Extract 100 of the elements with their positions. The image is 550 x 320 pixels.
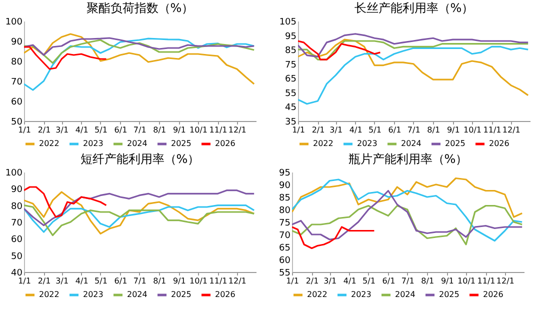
line-series: [292, 178, 523, 242]
x-tick-label: 9/1: [440, 276, 454, 286]
x-tick-label: 7/1: [133, 126, 146, 134]
x-tick-label: 11/1: [483, 126, 502, 134]
x-tick-label: 1/1: [286, 276, 299, 286]
line-series: [298, 38, 529, 96]
x-tick-label: 10/1: [190, 126, 208, 134]
line-series: [298, 40, 529, 60]
y-tick-label: 65: [279, 244, 290, 254]
x-tick-label: 3/1: [56, 276, 69, 286]
x-tick-label: 6/1: [388, 126, 402, 134]
legend-label: 2022: [313, 139, 334, 148]
y-tick-label: 70: [11, 78, 23, 88]
legend-label: 2022: [307, 290, 328, 299]
x-tick-label: 4/1: [349, 126, 362, 134]
x-tick-label: 12/1: [502, 126, 520, 134]
x-tick-label: 8/1: [427, 126, 440, 134]
line-series: [24, 38, 255, 91]
y-tick-label: 90: [279, 181, 291, 191]
line-series: [298, 40, 382, 60]
y-tick-label: 80: [279, 206, 291, 216]
y-tick-label: 40: [11, 268, 23, 278]
chart-title: 聚酯负荷指数（%）: [86, 1, 194, 15]
y-tick-label: 85: [279, 194, 290, 204]
chart-title: 短纤产能利用率（%）: [80, 152, 200, 166]
line-series: [292, 177, 523, 218]
x-tick-label: 2/1: [306, 276, 319, 286]
x-tick-label: 11/1: [209, 276, 228, 286]
y-tick-label: 80: [11, 58, 23, 68]
line-series: [292, 226, 376, 250]
x-tick-label: 8/1: [153, 276, 166, 286]
y-tick-label: 50: [11, 118, 23, 128]
y-tick-label: 55: [279, 268, 290, 278]
x-tick-label: 5/1: [94, 126, 108, 134]
x-tick-label: 6/1: [382, 276, 396, 286]
y-tick-label: 60: [11, 98, 23, 108]
y-tick-label: 70: [279, 231, 291, 241]
x-tick-label: 5/1: [362, 276, 376, 286]
legend-label: 2025: [445, 139, 466, 148]
x-tick-label: 11/1: [209, 126, 228, 134]
line-series: [292, 204, 523, 246]
legend-label: 2026: [489, 139, 510, 148]
chart-title: 长丝产能利用率（%）: [354, 1, 474, 15]
y-tick-label: 95: [285, 32, 296, 42]
legend-label: 2023: [357, 139, 378, 148]
line-series: [24, 186, 108, 218]
y-tick-label: 105: [279, 18, 296, 28]
x-tick-label: 7/1: [133, 276, 146, 286]
x-tick-label: 1/1: [18, 276, 31, 286]
y-tick-label: 90: [11, 185, 23, 196]
x-tick-label: 3/1: [330, 126, 343, 134]
legend-label: 2025: [171, 139, 192, 148]
y-tick-label: 100: [5, 18, 23, 28]
y-tick-label: 95: [279, 168, 290, 178]
x-tick-label: 9/1: [172, 276, 186, 286]
legend-label: 2024: [401, 139, 422, 148]
legend-label: 2026: [215, 290, 236, 299]
legend-label: 2025: [439, 290, 460, 299]
x-tick-label: 4/1: [343, 276, 356, 286]
x-tick-label: 12/1: [228, 126, 246, 134]
legend-label: 2024: [127, 139, 148, 148]
x-tick-label: 11/1: [477, 276, 496, 286]
x-tick-label: 8/1: [421, 276, 434, 286]
legend-label: 2026: [483, 290, 504, 299]
line-series: [24, 191, 255, 234]
x-tick-label: 9/1: [172, 126, 186, 134]
line-series: [24, 39, 255, 64]
x-tick-label: 7/1: [401, 276, 414, 286]
x-tick-label: 1/1: [292, 126, 305, 134]
legend-label: 2022: [39, 139, 60, 148]
x-tick-label: 2/1: [312, 126, 325, 134]
legend-label: 2026: [215, 139, 236, 148]
x-tick-label: 3/1: [324, 276, 337, 286]
line-series: [298, 46, 529, 105]
y-tick-label: 85: [285, 46, 296, 56]
x-tick-label: 2/1: [38, 126, 51, 134]
y-tick-label: 60: [11, 235, 23, 246]
y-tick-label: 75: [279, 218, 290, 228]
line-series: [298, 33, 529, 58]
legend-label: 2024: [127, 290, 148, 299]
x-tick-label: 5/1: [368, 126, 382, 134]
x-tick-label: 8/1: [153, 126, 166, 134]
x-tick-label: 3/1: [56, 126, 69, 134]
line-series: [24, 190, 255, 226]
y-tick-label: 70: [11, 218, 23, 228]
y-tick-label: 45: [285, 103, 296, 114]
y-tick-label: 50: [11, 252, 23, 262]
x-tick-label: 4/1: [75, 126, 88, 134]
legend-label: 2023: [83, 139, 104, 148]
x-tick-label: 7/1: [407, 126, 420, 134]
x-tick-label: 9/1: [446, 126, 460, 134]
y-tick-label: 35: [285, 118, 296, 128]
y-tick-label: 60: [279, 256, 291, 266]
x-tick-label: 10/1: [464, 126, 482, 134]
x-tick-label: 6/1: [114, 126, 128, 134]
y-tick-label: 65: [285, 74, 296, 85]
legend-label: 2025: [171, 290, 192, 299]
line-series: [24, 46, 108, 70]
x-tick-label: 10/1: [190, 276, 208, 286]
y-tick-label: 80: [11, 202, 23, 212]
